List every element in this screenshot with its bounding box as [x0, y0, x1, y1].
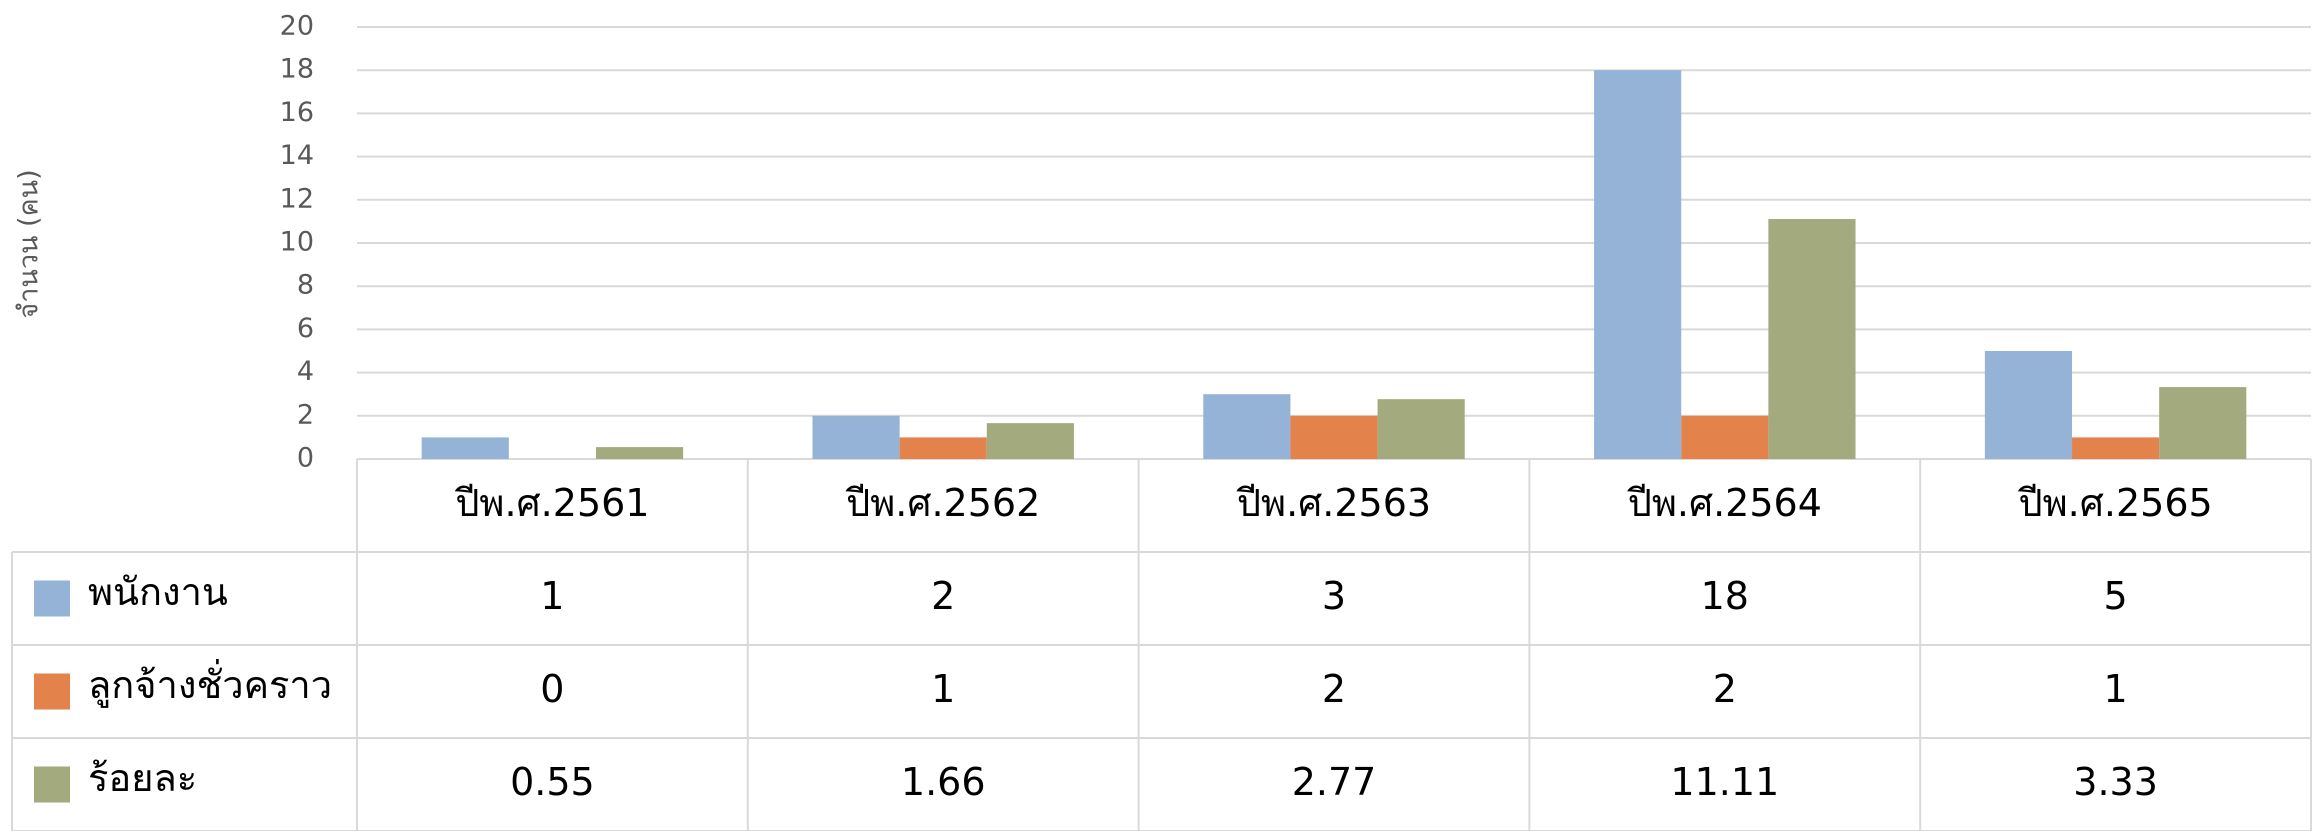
bar: [900, 437, 987, 459]
x-tick-label: ปีพ.ศ.2561: [455, 481, 650, 525]
table-value: 3.33: [2073, 760, 2158, 804]
x-tick-label: ปีพ.ศ.2564: [1627, 481, 1822, 525]
y-tick-label: 10: [280, 227, 314, 258]
table-value: 1.66: [901, 760, 986, 804]
y-tick-label: 8: [297, 270, 314, 301]
y-tick-label: 4: [297, 356, 314, 387]
x-tick-label: ปีพ.ศ.2565: [2018, 481, 2213, 525]
x-tick-label: ปีพ.ศ.2563: [1236, 481, 1431, 525]
table-value: 1: [931, 667, 955, 711]
bar: [2159, 387, 2246, 459]
y-tick-label: 14: [280, 140, 314, 171]
bar: [812, 416, 899, 459]
legend-key: [34, 767, 70, 803]
bar: [1985, 351, 2072, 459]
table-value: 3: [1322, 574, 1346, 618]
table-value: 2: [1322, 667, 1346, 711]
bar: [1594, 70, 1681, 459]
legend-key: [34, 581, 70, 617]
legend-label: ลูกจ้างชั่วคราว: [88, 659, 332, 708]
chart: จำนวน (คน) 02468101214161820ปีพ.ศ.2561ปี…: [0, 0, 2320, 831]
y-tick-label: 2: [297, 399, 314, 430]
legend-label: ร้อยละ: [88, 756, 197, 800]
table-value: 5: [2104, 574, 2128, 618]
table-value: 0: [540, 667, 564, 711]
bar: [2072, 437, 2159, 459]
table-value: 11.11: [1670, 760, 1779, 804]
y-axis-label: จำนวน (คน): [14, 169, 45, 318]
bar: [422, 437, 509, 459]
y-tick-label: 18: [280, 54, 314, 85]
bar: [1768, 219, 1855, 459]
bar: [1203, 394, 1290, 459]
y-tick-label: 6: [297, 313, 314, 344]
bar: [1290, 416, 1377, 459]
table-value: 1: [540, 574, 564, 618]
table-value: 2: [931, 574, 955, 618]
legend-key: [34, 674, 70, 710]
bar: [987, 423, 1074, 459]
table-value: 2.77: [1292, 760, 1377, 804]
table-value: 2: [1713, 667, 1737, 711]
y-tick-label: 20: [280, 11, 314, 42]
y-tick-label: 12: [280, 183, 314, 214]
bar: [1681, 416, 1768, 459]
x-tick-label: ปีพ.ศ.2562: [846, 481, 1041, 525]
bar: [1378, 399, 1465, 459]
legend-label: พนักงาน: [88, 570, 228, 614]
table-value: 0.55: [510, 760, 595, 804]
table-value: 1: [2104, 667, 2128, 711]
y-tick-label: 0: [297, 443, 314, 474]
bar: [596, 447, 683, 459]
y-tick-label: 16: [280, 97, 314, 128]
table-value: 18: [1701, 574, 1749, 618]
